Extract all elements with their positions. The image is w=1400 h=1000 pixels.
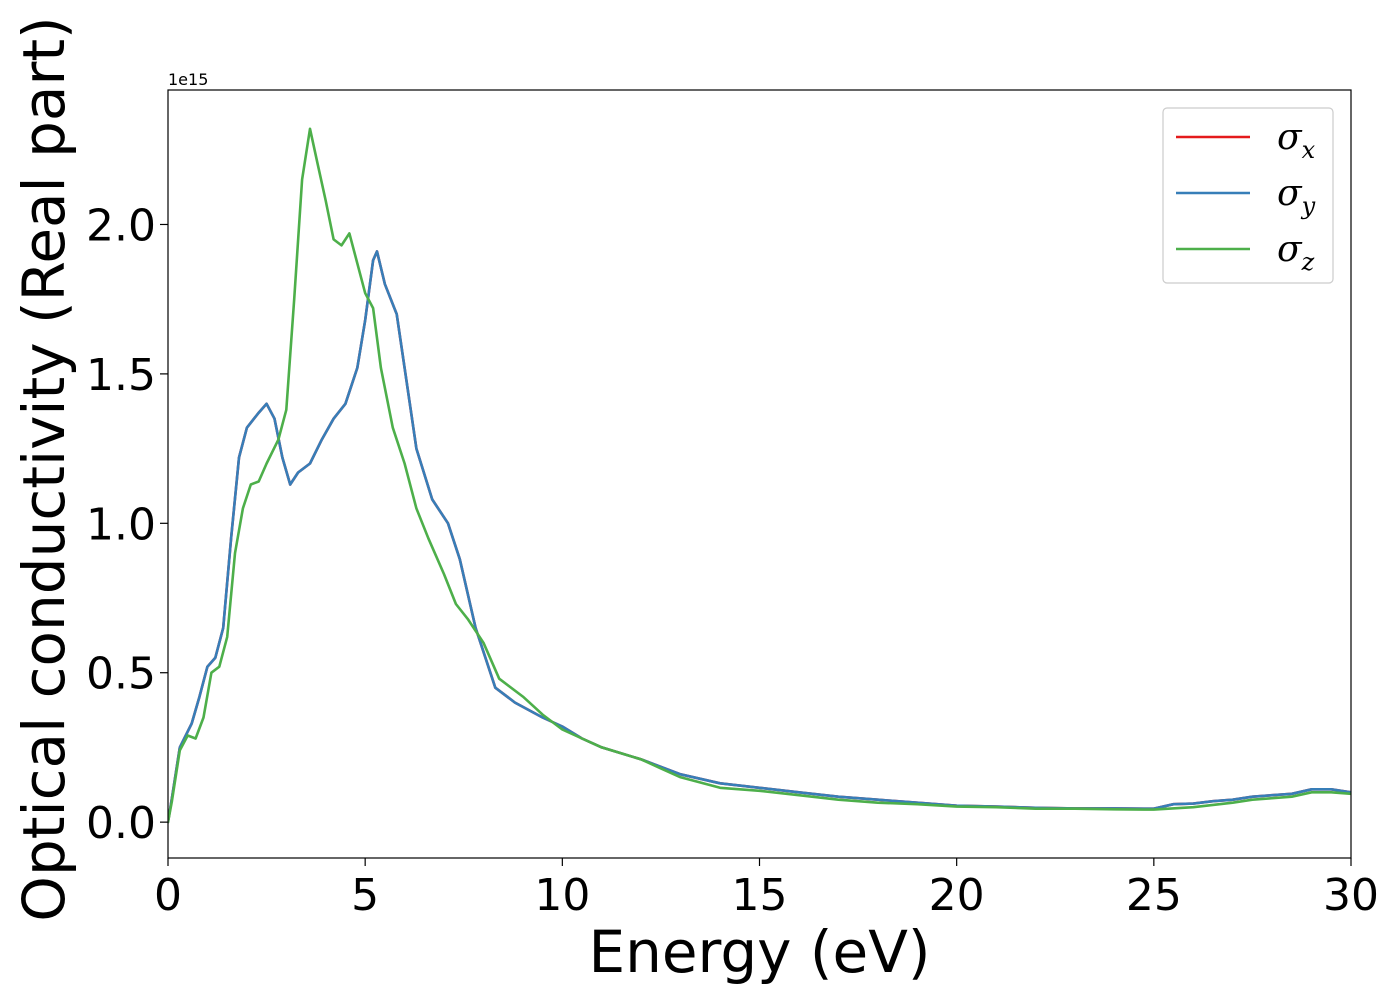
legend: σx σy σz: [1162, 107, 1334, 284]
series-line-z: [168, 127, 1351, 824]
x-axis-title: Energy (eV): [588, 918, 930, 986]
plot-area: [168, 127, 1351, 824]
x-tick-label: 30: [1323, 870, 1379, 921]
x-tick-label: 15: [732, 870, 788, 921]
legend-label-x: σx: [1277, 117, 1316, 164]
y-tick-label: 0.5: [86, 649, 156, 700]
x-tick-label: 0: [154, 870, 182, 921]
y-tick-label: 2.0: [86, 200, 156, 251]
y-tick-label: 0.0: [86, 798, 156, 849]
x-tick-label: 20: [929, 870, 985, 921]
legend-label-z: σz: [1277, 229, 1315, 276]
y-axis: 0.0 0.5 1.0 1.5 2.0: [86, 200, 168, 849]
x-tick-label: 10: [534, 870, 590, 921]
legend-label-y: σy: [1277, 173, 1316, 220]
x-tick-label: 25: [1126, 870, 1182, 921]
y-axis-title: Optical conductivity (Real part): [10, 16, 78, 921]
x-tick-label: 5: [351, 870, 379, 921]
y-tick-label: 1.0: [86, 499, 156, 550]
y-tick-label: 1.5: [86, 350, 156, 401]
x-axis: 0 5 10 15 20 25 30: [154, 858, 1379, 921]
legend-box: [1162, 107, 1334, 284]
y-offset-label: 1e15: [168, 70, 208, 89]
